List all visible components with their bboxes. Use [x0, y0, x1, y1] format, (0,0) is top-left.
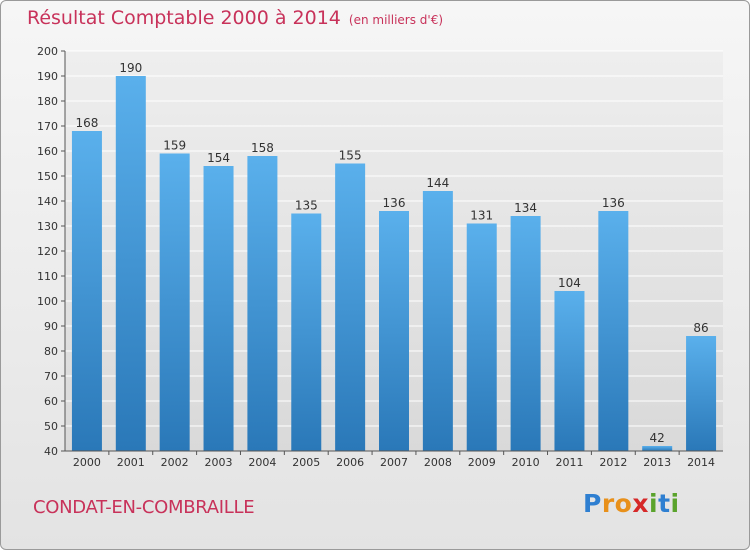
y-tick-label: 140	[37, 195, 58, 208]
logo-letter: i	[649, 489, 659, 518]
bar-value-label: 135	[295, 199, 318, 213]
y-tick-label: 40	[44, 445, 58, 458]
bar	[422, 191, 453, 451]
logo-letter: t	[658, 489, 671, 518]
x-tick-label: 2009	[468, 456, 496, 469]
x-tick-label: 2012	[599, 456, 627, 469]
bar	[466, 223, 497, 451]
chart-subtitle: (en milliers d'€)	[348, 13, 444, 27]
logo-letter: i	[670, 489, 680, 518]
y-tick-label: 110	[37, 270, 58, 283]
y-tick-label: 50	[44, 420, 58, 433]
x-tick-label: 2014	[687, 456, 715, 469]
y-tick-label: 60	[44, 395, 58, 408]
bar	[159, 153, 190, 451]
bar-value-label: 168	[75, 116, 98, 130]
y-tick-label: 120	[37, 245, 58, 258]
bar-value-label: 154	[207, 151, 230, 165]
bar-value-label: 159	[163, 139, 186, 153]
x-tick-label: 2000	[73, 456, 101, 469]
commune-name: CONDAT-EN-COMBRAILLE	[33, 497, 255, 518]
bar	[554, 291, 585, 451]
x-tick-label: 2003	[205, 456, 233, 469]
y-tick-label: 190	[37, 70, 58, 83]
bar	[115, 76, 146, 451]
bar	[291, 213, 322, 451]
y-tick-label: 170	[37, 120, 58, 133]
bar-value-label: 190	[119, 61, 142, 75]
logo-letter: x	[632, 489, 649, 518]
x-axis: 2000 2001 2002 2003 2004 2005 2006 2007 2008 2009…	[73, 451, 715, 469]
bar	[686, 336, 717, 451]
x-tick-label: 2006	[336, 456, 364, 469]
x-tick-label: 2008	[424, 456, 452, 469]
bar	[379, 211, 409, 451]
bar-value-label: 86	[693, 321, 708, 335]
y-tick-label: 80	[44, 345, 58, 358]
y-tick-label: 70	[44, 370, 58, 383]
bar	[247, 156, 278, 451]
chart-title-text: Résultat Comptable 2000 à 2014	[27, 7, 341, 29]
bar-value-label: 158	[251, 141, 274, 155]
y-tick-label: 200	[37, 45, 58, 58]
bar	[71, 131, 102, 451]
y-tick-label: 160	[37, 145, 58, 158]
x-tick-label: 2001	[117, 456, 145, 469]
x-tick-label: 2005	[292, 456, 320, 469]
bar-value-label: 144	[426, 176, 449, 190]
x-tick-label: 2010	[512, 456, 540, 469]
x-tick-label: 2007	[380, 456, 408, 469]
y-tick-label: 90	[44, 320, 58, 333]
logo-letter: r	[601, 489, 615, 518]
bar	[598, 211, 629, 451]
y-tick-label: 150	[37, 170, 58, 183]
bars: 168 190 159 154 158 135 155 136 144 131 134 104 136 4…	[71, 61, 717, 451]
bar-value-label: 136	[602, 196, 625, 210]
bar	[335, 163, 366, 451]
x-tick-label: 2011	[555, 456, 583, 469]
bar-value-label: 42	[650, 431, 665, 445]
proxiti-logo: Proxiti	[583, 489, 680, 518]
bar-value-label: 131	[470, 209, 493, 223]
bar	[642, 446, 673, 451]
bar	[203, 166, 234, 451]
y-tick-label: 180	[37, 95, 58, 108]
y-tick-label: 100	[37, 295, 58, 308]
bar	[510, 216, 541, 451]
bar-value-label: 155	[339, 149, 362, 163]
bar-value-label: 134	[514, 201, 537, 215]
bar-value-label: 104	[558, 276, 581, 290]
x-tick-label: 2013	[643, 456, 671, 469]
y-tick-label: 130	[37, 220, 58, 233]
x-tick-label: 2002	[161, 456, 189, 469]
logo-letter: P	[583, 489, 602, 518]
bar-value-label: 136	[383, 196, 406, 210]
chart-title: Résultat Comptable 2000 à 2014 (en millie…	[27, 7, 443, 29]
logo-letter: o	[614, 489, 633, 518]
y-axis: 40 50 60 70 80 90 100 110 120 130 140 150 160 170 180 1…	[37, 45, 65, 458]
x-tick-label: 2004	[248, 456, 276, 469]
